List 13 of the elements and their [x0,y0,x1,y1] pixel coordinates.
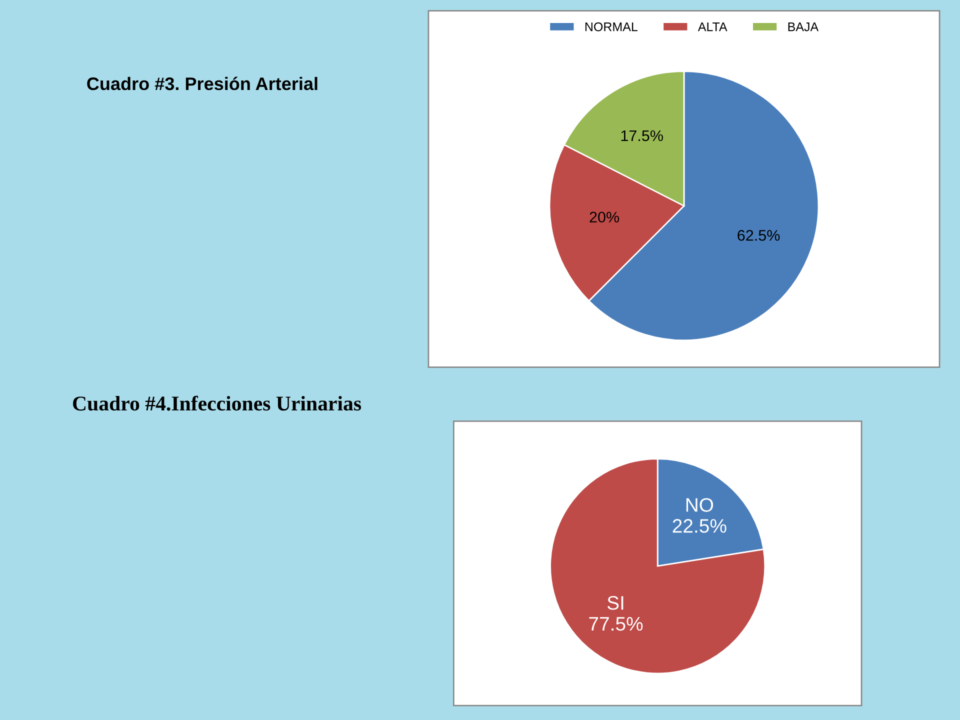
slice-label: NO [686,498,714,512]
slice-label: SI [607,596,624,610]
data-label: 20% [590,212,620,223]
data-label: 77.5% [589,617,643,631]
data-label: 22.5% [672,519,726,533]
data-label: 62.5% [738,230,780,241]
text: Cuadro #4.Infecciones Urinarias [73,396,362,411]
text: Cuadro #3. Presión Arterial [87,76,318,90]
legend-label: ALTA [698,22,728,32]
legend-label: BAJA [788,22,819,32]
data-label: 17.5% [621,130,663,142]
pie-slice [550,458,766,674]
legend-label: NORMAL [585,22,638,32]
